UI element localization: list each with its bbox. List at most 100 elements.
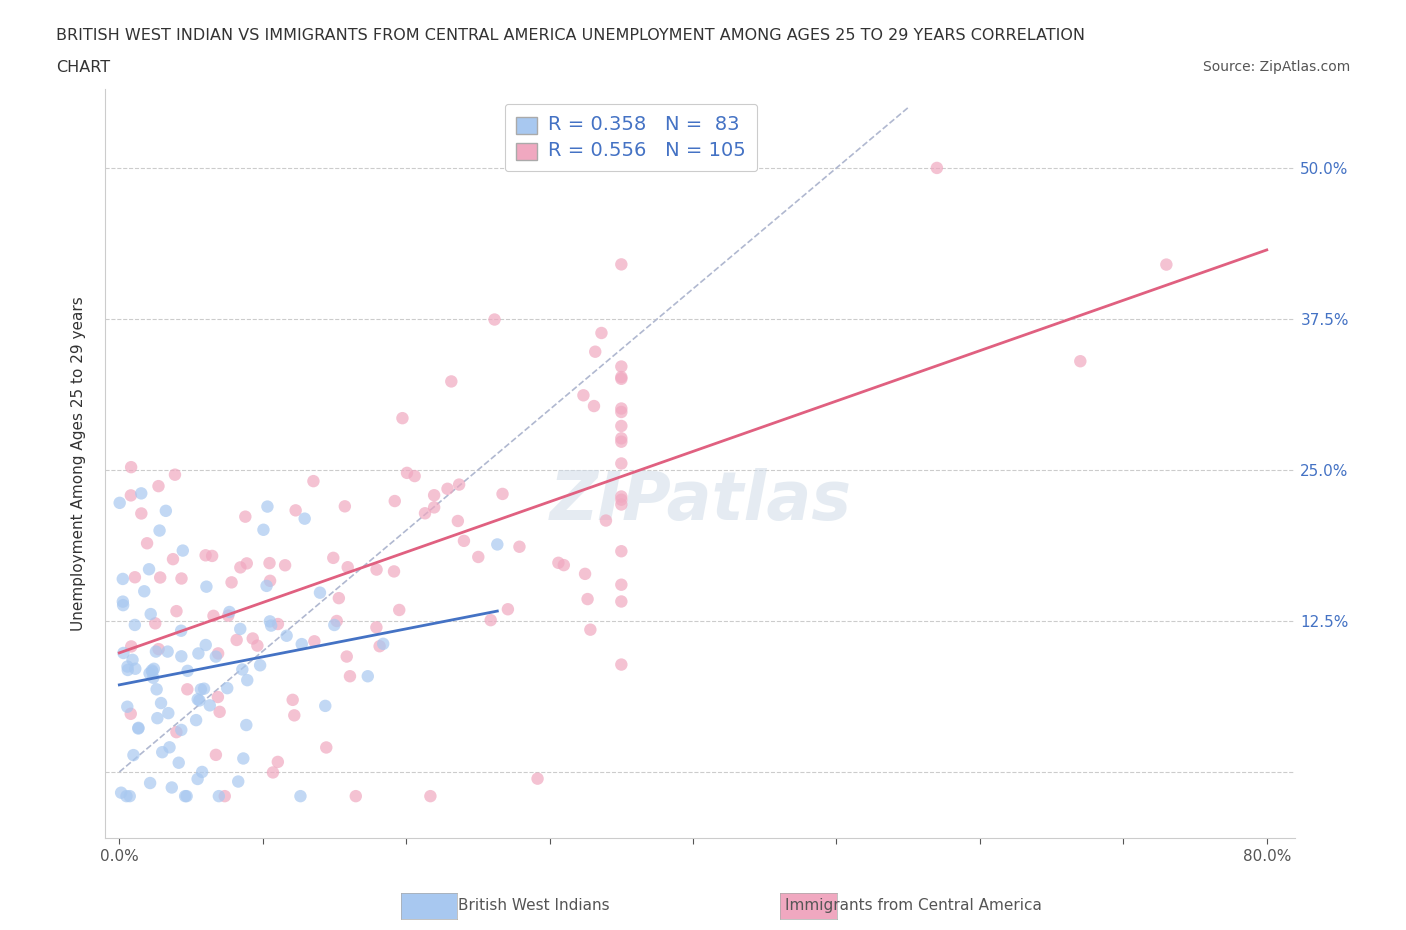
Point <box>194 638 217 653</box>
Point <box>141 664 163 679</box>
Point <box>225 632 247 647</box>
Point <box>479 613 502 628</box>
Point <box>221 575 243 590</box>
Point <box>172 543 194 558</box>
Point <box>302 473 325 488</box>
Point <box>218 604 240 619</box>
Point <box>143 616 166 631</box>
Point <box>108 496 131 511</box>
Point <box>336 649 359 664</box>
Point <box>129 486 152 501</box>
Point <box>246 638 269 653</box>
Point <box>115 789 138 804</box>
Point <box>610 371 633 386</box>
Point <box>610 431 633 445</box>
Text: CHART: CHART <box>56 60 110 75</box>
Point <box>122 748 145 763</box>
Point <box>142 671 165 685</box>
Point <box>391 411 413 426</box>
Point <box>146 711 169 725</box>
Point <box>366 562 388 577</box>
Point <box>165 724 187 739</box>
Point <box>118 789 141 804</box>
Point <box>229 621 252 636</box>
Point <box>138 562 160 577</box>
Point <box>201 549 224 564</box>
Point <box>553 558 575 573</box>
Point <box>579 622 602 637</box>
Point <box>574 566 596 581</box>
Point <box>610 497 633 512</box>
Point <box>160 780 183 795</box>
Point <box>384 494 406 509</box>
Point <box>193 682 215 697</box>
Point <box>176 682 198 697</box>
Point <box>214 789 236 804</box>
Point <box>423 488 446 503</box>
Point <box>449 477 471 492</box>
Point <box>150 696 173 711</box>
Point <box>176 663 198 678</box>
Point <box>231 662 253 677</box>
Point <box>395 465 418 480</box>
Point <box>484 312 506 327</box>
Point <box>242 631 264 646</box>
Point <box>167 755 190 770</box>
Point <box>139 776 162 790</box>
Text: ZIPatlas: ZIPatlas <box>550 469 851 535</box>
Text: British West Indians: British West Indians <box>458 897 610 912</box>
Point <box>190 682 212 697</box>
Point <box>232 751 254 766</box>
Point <box>148 523 170 538</box>
Point <box>259 574 281 589</box>
Point <box>162 551 184 566</box>
Point <box>328 591 350 605</box>
Point <box>148 479 170 494</box>
Point <box>283 708 305 723</box>
Point <box>304 634 326 649</box>
Point <box>117 699 139 714</box>
Point <box>170 571 193 586</box>
Point <box>610 369 633 384</box>
Point <box>112 645 135 660</box>
Point <box>111 572 134 587</box>
Point <box>124 661 146 676</box>
Point <box>127 721 149 736</box>
Point <box>207 646 229 661</box>
Point <box>274 558 297 573</box>
Point <box>436 482 458 497</box>
Point <box>256 578 278 593</box>
Point <box>368 639 391 654</box>
Point <box>610 405 633 419</box>
Point <box>467 550 489 565</box>
Point <box>184 712 207 727</box>
Point <box>170 723 193 737</box>
Legend: R = 0.358   N =  83, R = 0.556   N = 105: R = 0.358 N = 83, R = 0.556 N = 105 <box>505 104 756 171</box>
Point <box>576 591 599 606</box>
Point <box>447 513 470 528</box>
Point <box>357 669 380 684</box>
Point <box>187 692 209 707</box>
Point <box>217 608 239 623</box>
Point <box>170 649 193 664</box>
Point <box>326 614 349 629</box>
Point <box>142 661 165 676</box>
Point <box>610 544 633 559</box>
Point <box>148 642 170 657</box>
Point <box>208 704 231 719</box>
Point <box>217 681 239 696</box>
Point <box>120 707 142 722</box>
Point <box>252 523 274 538</box>
Point <box>610 492 633 507</box>
Point <box>595 513 617 528</box>
Point <box>120 639 142 654</box>
Point <box>124 618 146 632</box>
Point <box>284 503 307 518</box>
Point <box>610 578 633 592</box>
Point <box>202 608 225 623</box>
Point <box>925 161 948 176</box>
Point <box>366 620 388 635</box>
Point <box>127 721 149 736</box>
Point <box>229 560 252 575</box>
Point <box>141 663 163 678</box>
